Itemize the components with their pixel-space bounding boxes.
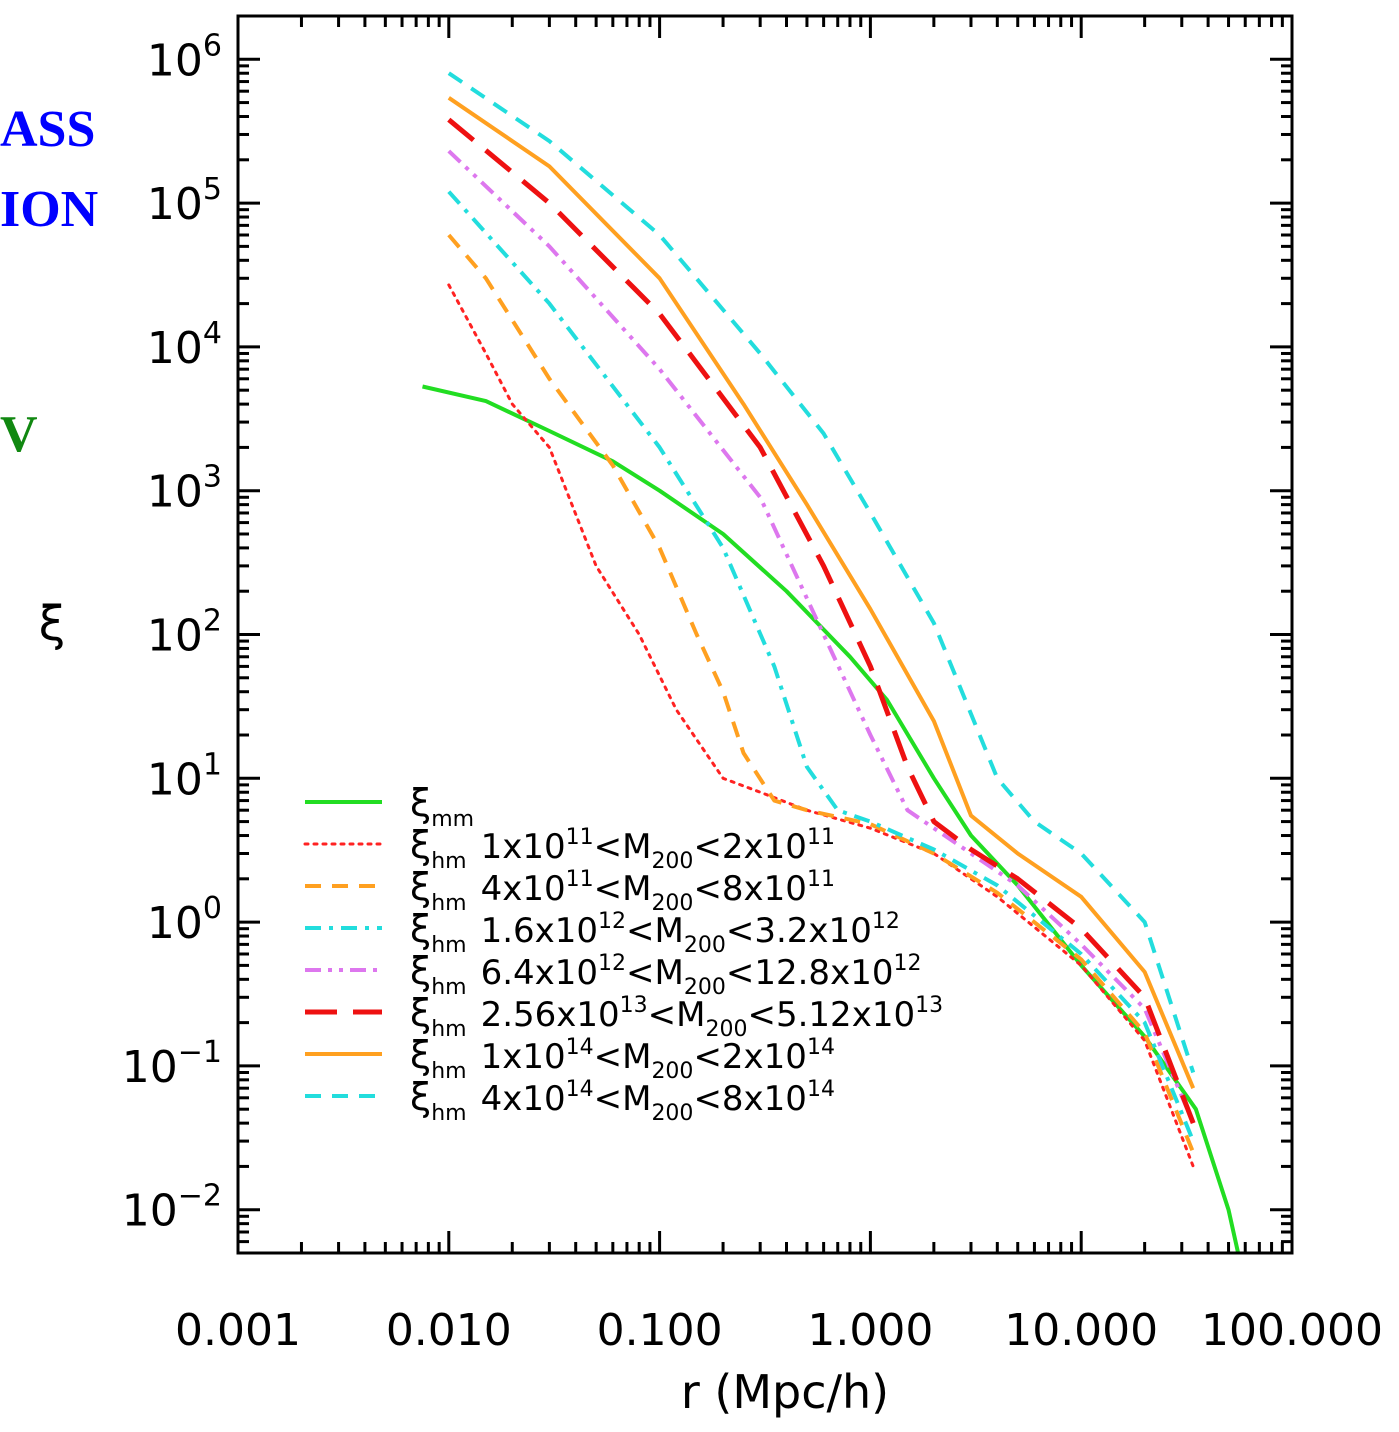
y-tick-label: 105 <box>147 172 222 230</box>
series-line-8 <box>447 71 1196 1074</box>
x-tick-label: 100.000 <box>1201 1305 1383 1356</box>
x-axis-label: r (Mpc/h) <box>681 1365 889 1419</box>
series-line-7 <box>447 96 1196 1089</box>
y-tick-label: 104 <box>147 316 222 374</box>
series-line-5 <box>447 149 1196 1124</box>
clipped-side-text-1: ASS <box>0 101 96 158</box>
tick-labels: 0.001 0.010 0.100 1.000 10.000 100.000 106 105 1… <box>122 28 1383 1356</box>
x-tick-label: 0.010 <box>386 1305 512 1356</box>
y-tick-label: 103 <box>147 460 222 518</box>
legend-label-2: ξhm 1x1011<M200<2x1011 <box>410 823 835 874</box>
y-tick-label: 102 <box>147 604 222 662</box>
x-tick-label: 0.001 <box>175 1305 301 1356</box>
y-tick-label: 106 <box>147 28 222 86</box>
legend-label-4: ξhm 1.6x1012<M200<3.2x1012 <box>410 907 900 958</box>
series-line-3 <box>447 233 1196 1154</box>
legend-label-3: ξhm 4x1011<M200<8x1011 <box>410 865 835 916</box>
legend-label-1: ξmm <box>410 781 474 832</box>
legend-label-6: ξhm 2.56x1013<M200<5.12x1013 <box>410 991 943 1042</box>
legend-label-8: ξhm 4x1014<M200<8x1014 <box>410 1075 835 1126</box>
series-line-2 <box>447 283 1195 1168</box>
y-axis-label: ξ <box>39 596 66 652</box>
series-layer <box>422 71 1241 1253</box>
y-tick-label: 100 <box>147 891 222 949</box>
clipped-side-text-2: ION <box>0 181 99 238</box>
x-tick-label: 10.000 <box>1004 1305 1158 1356</box>
y-tick-label: 101 <box>147 747 222 805</box>
y-tick-label: 10−2 <box>122 1179 222 1237</box>
x-tick-label: 0.100 <box>597 1305 723 1356</box>
tick-layer <box>236 14 1294 1255</box>
y-tick-label: 10−1 <box>122 1035 222 1093</box>
clipped-side-text-3: V <box>0 406 38 463</box>
legend-label-5: ξhm 6.4x1012<M200<12.8x1012 <box>410 949 921 1000</box>
series-line-4 <box>447 190 1196 1142</box>
legend-label-7: ξhm 1x1014<M200<2x1014 <box>410 1033 835 1084</box>
x-tick-label: 1.000 <box>807 1305 933 1356</box>
